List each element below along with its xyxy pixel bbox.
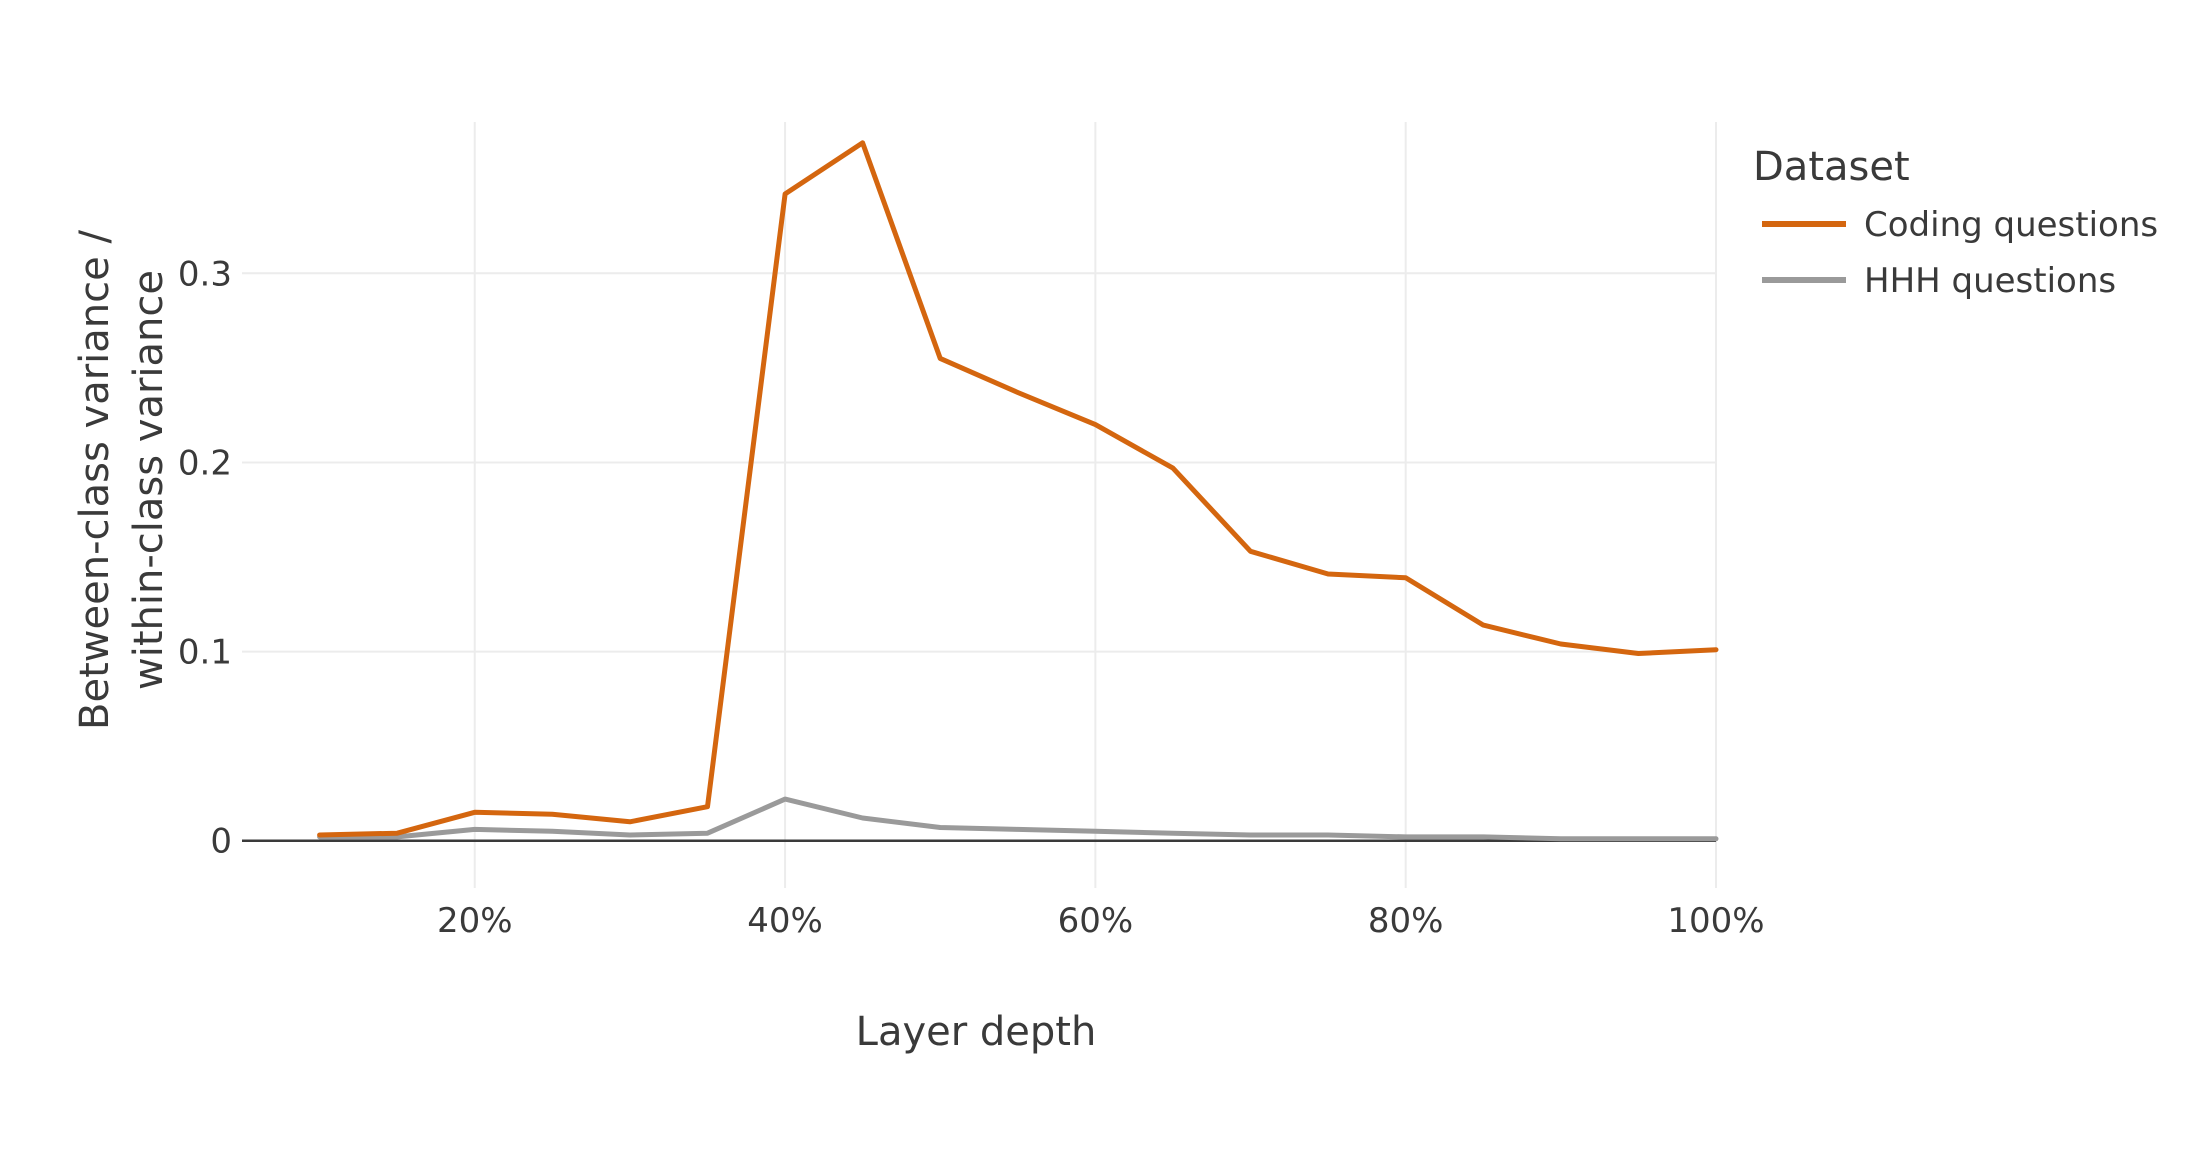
x-tick-label: 20%	[437, 901, 513, 941]
x-tick-label: 80%	[1368, 901, 1444, 941]
x-axis-title: Layer depth	[856, 1009, 1097, 1055]
legend-label: Coding questions	[1864, 205, 2158, 245]
y-axis-title-line-1: Between-class variance /	[72, 230, 118, 730]
x-axis: 20% 40% 60% 80% 100%	[437, 901, 1765, 941]
y-axis: 0 0.1 0.2 0.3	[178, 254, 232, 861]
x-tick-label: 40%	[747, 901, 823, 941]
y-axis-title-line-2: within-class variance	[126, 270, 172, 690]
series-line-hhh-questions	[317, 796, 1719, 842]
legend: Dataset Coding questions HHH questions	[1753, 144, 2158, 301]
y-tick-label: 0	[210, 822, 232, 862]
legend-title: Dataset	[1753, 144, 1910, 190]
y-tick-label: 0.1	[178, 633, 232, 673]
x-tick-label: 60%	[1058, 901, 1134, 941]
y-tick-label: 0.2	[178, 443, 232, 483]
x-tick-label: 100%	[1667, 901, 1764, 941]
series-layer	[317, 140, 1719, 842]
grid	[242, 122, 1717, 888]
legend-label: HHH questions	[1864, 261, 2116, 301]
y-tick-label: 0.3	[178, 254, 232, 294]
series-line-coding-questions	[317, 140, 1719, 838]
